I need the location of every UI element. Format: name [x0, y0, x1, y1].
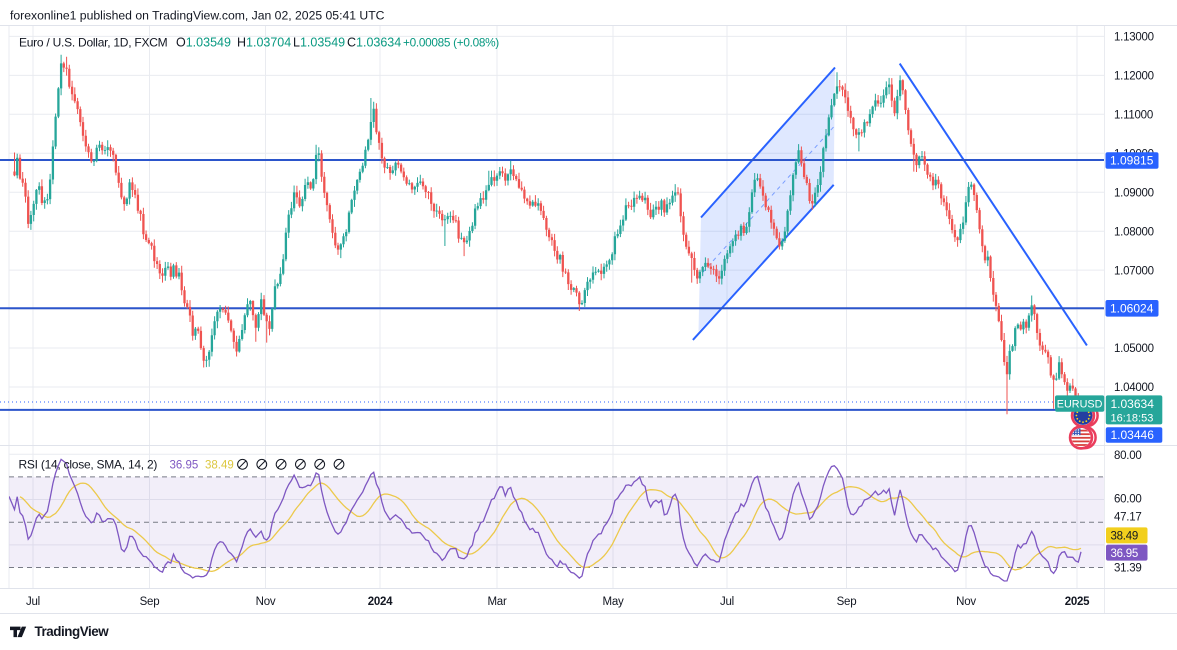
- svg-text:O1.03549: O1.03549: [176, 36, 231, 50]
- svg-text:Sep: Sep: [837, 596, 857, 608]
- svg-text:Euro / U.S. Dollar, 1D, FXCM: Euro / U.S. Dollar, 1D, FXCM: [19, 36, 168, 50]
- svg-text:Nov: Nov: [256, 596, 276, 608]
- svg-text:1.08000: 1.08000: [1114, 226, 1154, 238]
- svg-text:Sep: Sep: [140, 596, 160, 608]
- svg-text:1.11000: 1.11000: [1114, 110, 1153, 122]
- svg-text:May: May: [603, 596, 624, 608]
- svg-text:1.03446: 1.03446: [1111, 428, 1155, 442]
- svg-text:TradingView: TradingView: [35, 624, 110, 639]
- svg-text:36.95: 36.95: [170, 460, 199, 472]
- svg-text:1.07000: 1.07000: [1114, 265, 1154, 277]
- svg-text:38.49: 38.49: [205, 460, 234, 472]
- svg-text:31.39: 31.39: [1114, 563, 1142, 575]
- svg-text:80.00: 80.00: [1114, 450, 1142, 462]
- svg-text:EURUSD: EURUSD: [1057, 399, 1103, 411]
- svg-text:36.95: 36.95: [1111, 548, 1139, 560]
- svg-text:38.49: 38.49: [1111, 531, 1139, 543]
- svg-text:C1.03634: C1.03634: [347, 36, 401, 50]
- svg-text:1.09815: 1.09815: [1110, 154, 1154, 168]
- svg-text:H1.03704: H1.03704: [237, 36, 291, 50]
- svg-text:Mar: Mar: [487, 596, 506, 608]
- svg-text:1.12000: 1.12000: [1114, 71, 1154, 83]
- svg-text:+0.00085 (+0.08%): +0.00085 (+0.08%): [403, 36, 499, 50]
- svg-text:Jul: Jul: [26, 596, 40, 608]
- svg-text:1.03634: 1.03634: [1111, 397, 1155, 411]
- svg-text:2024: 2024: [368, 596, 393, 608]
- svg-text:1.06024: 1.06024: [1110, 301, 1154, 315]
- svg-text:1.04000: 1.04000: [1114, 382, 1154, 394]
- svg-text:1.05000: 1.05000: [1114, 343, 1154, 355]
- svg-text:Jul: Jul: [720, 596, 734, 608]
- svg-text:L1.03549: L1.03549: [293, 36, 345, 50]
- svg-text:RSI (14, close, SMA, 14, 2): RSI (14, close, SMA, 14, 2): [19, 458, 158, 472]
- svg-text:16:18:53: 16:18:53: [1111, 412, 1154, 424]
- svg-text:Nov: Nov: [956, 596, 976, 608]
- svg-text:60.00: 60.00: [1114, 494, 1142, 506]
- svg-text:1.13000: 1.13000: [1114, 32, 1154, 44]
- svg-text:47.17: 47.17: [1114, 512, 1142, 524]
- svg-text:2025: 2025: [1065, 596, 1090, 608]
- svg-text:forexonline1 published on Trad: forexonline1 published on TradingView.co…: [10, 9, 385, 23]
- svg-text:1.09000: 1.09000: [1114, 187, 1154, 199]
